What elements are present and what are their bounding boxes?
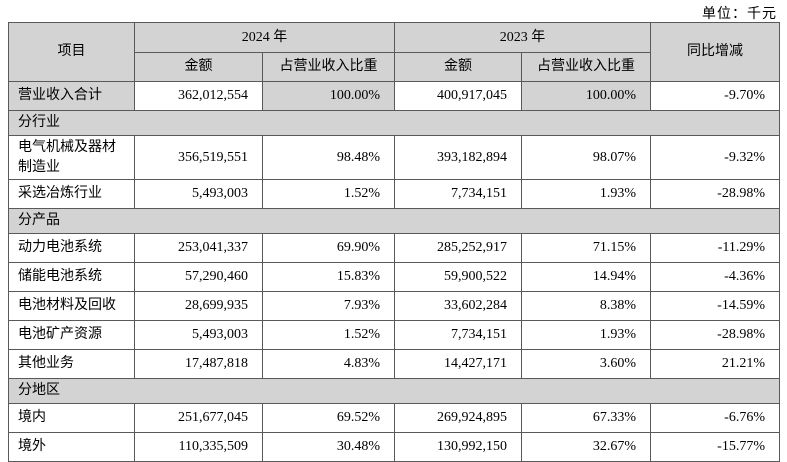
amount-2024: 253,041,337 xyxy=(134,233,263,264)
table-row: 电池材料及回收 28,699,935 7.93% 33,602,284 8.38% -14… xyxy=(8,291,780,322)
yoy-change: -11.29% xyxy=(650,233,780,264)
row-label: 电气机械及器材制造业 xyxy=(8,134,135,181)
header-item: 项目 xyxy=(8,22,135,82)
ratio-2023: 98.07% xyxy=(521,134,651,181)
amount-2023: 14,427,171 xyxy=(394,349,522,380)
table-header: 项目 2024 年 2023 年 同比增减 金额 占营业收入比重 金额 占营业收… xyxy=(8,22,780,82)
table-row: 动力电池系统 253,041,337 69.90% 285,252,917 71.15%… xyxy=(8,233,780,264)
ratio-2024: 100.00% xyxy=(262,81,395,111)
yoy-change: -14.59% xyxy=(650,291,780,322)
table-row: 电池矿产资源 5,493,003 1.52% 7,734,151 1.93% -28.98… xyxy=(8,320,780,351)
unit-label: 单位：千元 xyxy=(702,7,777,22)
ratio-2023: 8.38% xyxy=(521,291,651,322)
ratio-2023: 67.33% xyxy=(521,403,651,434)
amount-2023: 130,992,150 xyxy=(394,432,522,462)
table-row: 储能电池系统 57,290,460 15.83% 59,900,522 14.94% -4… xyxy=(8,262,780,293)
section-row: 分地区 xyxy=(8,378,780,405)
ratio-2024: 1.52% xyxy=(262,320,395,351)
ratio-2023: 14.94% xyxy=(521,262,651,293)
ratio-2023: 3.60% xyxy=(521,349,651,380)
table-row: 境内 251,677,045 69.52% 269,924,895 67.33% -6.7… xyxy=(8,403,780,434)
ratio-2024: 1.52% xyxy=(262,179,395,210)
section-row: 分产品 xyxy=(8,208,780,235)
row-label: 境内 xyxy=(8,403,135,434)
row-label: 其他业务 xyxy=(8,349,135,380)
header-ratio-2023: 占营业收入比重 xyxy=(521,52,651,82)
amount-2023: 269,924,895 xyxy=(394,403,522,434)
amount-2024: 251,677,045 xyxy=(134,403,263,434)
section-label: 分地区 xyxy=(8,378,780,405)
ratio-2024: 69.90% xyxy=(262,233,395,264)
ratio-2024: 15.83% xyxy=(262,262,395,293)
yoy-change: -6.76% xyxy=(650,403,780,434)
ratio-2024: 98.48% xyxy=(262,134,395,181)
row-label: 境外 xyxy=(8,432,135,462)
ratio-2024: 4.83% xyxy=(262,349,395,380)
amount-2024: 5,493,003 xyxy=(134,320,263,351)
ratio-2024: 69.52% xyxy=(262,403,395,434)
amount-2024: 17,487,818 xyxy=(134,349,263,380)
amount-2023: 285,252,917 xyxy=(394,233,522,264)
amount-2023: 400,917,045 xyxy=(394,81,522,111)
row-label: 电池矿产资源 xyxy=(8,320,135,351)
table-row: 电气机械及器材制造业 356,519,551 98.48% 393,182,894 98… xyxy=(8,134,780,181)
table-row: 采选冶炼行业 5,493,003 1.52% 7,734,151 1.93% -28.98… xyxy=(8,179,780,210)
amount-2023: 33,602,284 xyxy=(394,291,522,322)
section-row: 分行业 xyxy=(8,110,780,136)
table-row: 其他业务 17,487,818 4.83% 14,427,171 3.60% 21.21% xyxy=(8,349,780,380)
amount-2024: 28,699,935 xyxy=(134,291,263,322)
ratio-2023: 32.67% xyxy=(521,432,651,462)
yoy-change: -28.98% xyxy=(650,320,780,351)
header-ratio-2024: 占营业收入比重 xyxy=(262,52,395,82)
amount-2024: 362,012,554 xyxy=(134,81,263,111)
row-label: 采选冶炼行业 xyxy=(8,179,135,210)
amount-2024: 57,290,460 xyxy=(134,262,263,293)
ratio-2023: 1.93% xyxy=(521,179,651,210)
amount-2024: 356,519,551 xyxy=(134,134,263,181)
header-amount-2023: 金额 xyxy=(394,52,522,82)
section-label: 分行业 xyxy=(8,110,780,136)
ratio-2023: 71.15% xyxy=(521,233,651,264)
yoy-change: -28.98% xyxy=(650,179,780,210)
row-label: 动力电池系统 xyxy=(8,233,135,264)
table-row: 境外 110,335,509 30.48% 130,992,150 32.67% -15.… xyxy=(8,432,780,462)
amount-2023: 7,734,151 xyxy=(394,179,522,210)
amount-2024: 110,335,509 xyxy=(134,432,263,462)
table-body: 营业收入合计 362,012,554 100.00% 400,917,045 100.0… xyxy=(8,81,780,462)
yoy-change: -9.32% xyxy=(650,134,780,181)
ratio-2023: 100.00% xyxy=(521,81,651,111)
yoy-change: 21.21% xyxy=(650,349,780,380)
yoy-change: -4.36% xyxy=(650,262,780,293)
table-row: 营业收入合计 362,012,554 100.00% 400,917,045 100.0… xyxy=(8,81,780,111)
header-year-2023: 2023 年 xyxy=(394,22,651,53)
header-year-2024: 2024 年 xyxy=(134,22,395,53)
yoy-change: -15.77% xyxy=(650,432,780,462)
header-yoy-change: 同比增减 xyxy=(650,22,780,82)
revenue-breakdown-table: 项目 2024 年 2023 年 同比增减 金额 占营业收入比重 金额 占营业收… xyxy=(8,22,780,462)
amount-2024: 5,493,003 xyxy=(134,179,263,210)
yoy-change: -9.70% xyxy=(650,81,780,111)
row-label: 储能电池系统 xyxy=(8,262,135,293)
section-label: 分产品 xyxy=(8,208,780,235)
header-amount-2024: 金额 xyxy=(134,52,263,82)
ratio-2024: 30.48% xyxy=(262,432,395,462)
ratio-2024: 7.93% xyxy=(262,291,395,322)
amount-2023: 393,182,894 xyxy=(394,134,522,181)
row-label: 电池材料及回收 xyxy=(8,291,135,322)
amount-2023: 7,734,151 xyxy=(394,320,522,351)
row-label: 营业收入合计 xyxy=(8,81,135,111)
ratio-2023: 1.93% xyxy=(521,320,651,351)
amount-2023: 59,900,522 xyxy=(394,262,522,293)
